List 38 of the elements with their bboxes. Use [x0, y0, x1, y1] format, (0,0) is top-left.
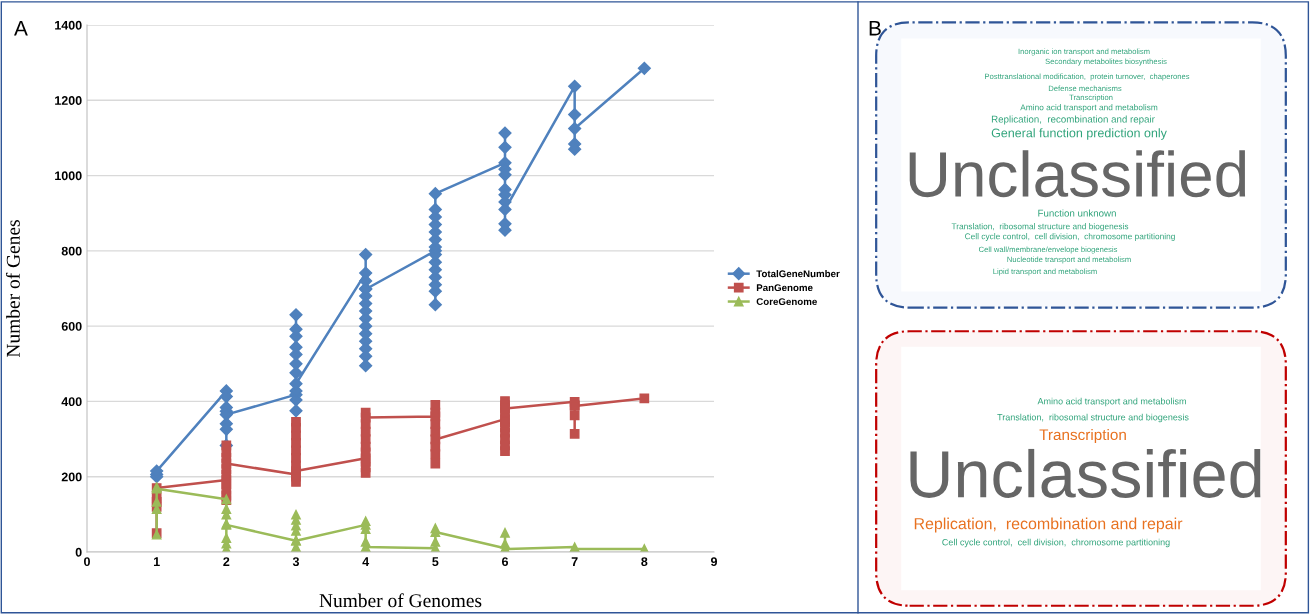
- x-tick-label: 8: [641, 557, 648, 567]
- text: General function prediction only: [991, 128, 1167, 140]
- x-tick-label: 1: [153, 557, 160, 566]
- text: Cell cycle control, cell division, chromosome partitioning: [965, 233, 1175, 241]
- y-tick-label: 1000: [55, 171, 82, 181]
- text: Cell cycle control, cell division, chromosome partitioning: [942, 538, 1170, 548]
- x-tick-label: 5: [432, 557, 439, 567]
- x-tick-label: 6: [501, 557, 509, 567]
- y-tick-label: 800: [61, 246, 82, 256]
- text: Function unknown: [1038, 209, 1116, 217]
- legend-label: PanGenome: [756, 284, 813, 292]
- y-tick-label: 600: [61, 321, 82, 331]
- y-tick-label: 1400: [55, 20, 82, 30]
- text: Translation, ribosomal structure and biogenesis: [951, 223, 1129, 231]
- y-tick-label: 400: [61, 397, 82, 407]
- chart-title: A: [14, 21, 28, 36]
- legend-label: TotalGeneNumber: [756, 270, 840, 278]
- text: Amino acid transport and metabolism: [1020, 104, 1158, 112]
- x-axis-title: Number of Genomes: [319, 593, 482, 608]
- x-tick-label: 7: [571, 557, 578, 566]
- text: Unclassified: [909, 150, 1246, 198]
- y-axis-title: Number of Genes: [5, 220, 20, 358]
- text: Replication, recombination and repair: [914, 517, 1183, 533]
- x-tick-label: 2: [223, 557, 230, 566]
- text: Translation, ribosomal structure and biogenesis: [997, 413, 1189, 423]
- y-tick-label: 0: [75, 547, 82, 557]
- text: Unclassified: [910, 448, 1261, 498]
- text: Amino acid transport and metabolism: [1037, 397, 1186, 407]
- text: Transcription: [1039, 428, 1126, 444]
- text: B: [869, 21, 881, 36]
- x-tick-label: 4: [362, 557, 370, 566]
- y-tick-label: 200: [61, 472, 82, 482]
- x-tick-label: 9: [710, 557, 718, 567]
- y-tick-label: 1200: [55, 96, 82, 105]
- x-tick-label: 3: [292, 557, 300, 567]
- x-tick-label: 0: [84, 557, 90, 567]
- legend-label: CoreGenome: [756, 298, 817, 306]
- text: Replication, recombination and repair: [991, 115, 1155, 125]
